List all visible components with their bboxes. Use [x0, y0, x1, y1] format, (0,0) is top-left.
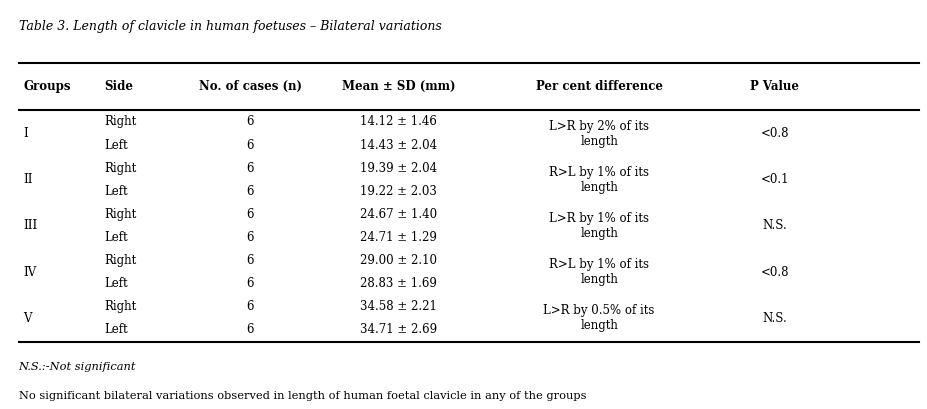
- Text: Right: Right: [104, 254, 136, 267]
- Text: L>R by 0.5% of its
length: L>R by 0.5% of its length: [543, 304, 654, 333]
- Text: <0.1: <0.1: [759, 173, 788, 186]
- Text: 6: 6: [247, 185, 254, 198]
- Text: Right: Right: [104, 115, 136, 128]
- Text: Mean ± SD (mm): Mean ± SD (mm): [342, 81, 455, 93]
- Text: P Value: P Value: [749, 81, 798, 93]
- Text: 34.58 ± 2.21: 34.58 ± 2.21: [360, 300, 437, 313]
- Text: 6: 6: [247, 231, 254, 244]
- Text: L>R by 1% of its
length: L>R by 1% of its length: [549, 212, 649, 240]
- Text: 24.67 ± 1.40: 24.67 ± 1.40: [360, 208, 437, 221]
- Text: R>L by 1% of its
length: R>L by 1% of its length: [549, 166, 649, 194]
- Text: Side: Side: [104, 81, 133, 93]
- Text: 6: 6: [247, 277, 254, 290]
- Text: N.S.: N.S.: [761, 220, 786, 232]
- Text: Groups: Groups: [23, 81, 70, 93]
- Text: No. of cases (n): No. of cases (n): [198, 81, 301, 93]
- Text: Left: Left: [104, 185, 128, 198]
- Text: 6: 6: [247, 208, 254, 221]
- Text: Left: Left: [104, 231, 128, 244]
- Text: V: V: [23, 312, 32, 325]
- Text: II: II: [23, 173, 32, 186]
- Text: 19.39 ± 2.04: 19.39 ± 2.04: [360, 162, 437, 175]
- Text: 28.83 ± 1.69: 28.83 ± 1.69: [360, 277, 437, 290]
- Text: 34.71 ± 2.69: 34.71 ± 2.69: [360, 324, 437, 337]
- Text: 6: 6: [247, 254, 254, 267]
- Text: Left: Left: [104, 139, 128, 152]
- Text: Right: Right: [104, 300, 136, 313]
- Text: 6: 6: [247, 115, 254, 128]
- Text: No significant bilateral variations observed in length of human foetal clavicle : No significant bilateral variations obse…: [19, 391, 586, 400]
- Text: 29.00 ± 2.10: 29.00 ± 2.10: [360, 254, 437, 267]
- Text: N.S.:-Not significant: N.S.:-Not significant: [19, 362, 136, 372]
- Text: 6: 6: [247, 324, 254, 337]
- Text: Per cent difference: Per cent difference: [535, 81, 662, 93]
- Text: 14.43 ± 2.04: 14.43 ± 2.04: [360, 139, 437, 152]
- Text: <0.8: <0.8: [759, 127, 788, 140]
- Text: 14.12 ± 1.46: 14.12 ± 1.46: [360, 115, 437, 128]
- Text: 24.71 ± 1.29: 24.71 ± 1.29: [360, 231, 437, 244]
- Text: 6: 6: [247, 139, 254, 152]
- Text: <0.8: <0.8: [759, 266, 788, 279]
- Text: 6: 6: [247, 162, 254, 175]
- Text: Right: Right: [104, 162, 136, 175]
- Text: Left: Left: [104, 324, 128, 337]
- Text: IV: IV: [23, 266, 36, 279]
- Text: N.S.: N.S.: [761, 312, 786, 325]
- Text: R>L by 1% of its
length: R>L by 1% of its length: [549, 258, 649, 286]
- Text: Left: Left: [104, 277, 128, 290]
- Text: 19.22 ± 2.03: 19.22 ± 2.03: [360, 185, 437, 198]
- Text: L>R by 2% of its
length: L>R by 2% of its length: [549, 119, 649, 148]
- Text: 6: 6: [247, 300, 254, 313]
- Text: I: I: [23, 127, 28, 140]
- Text: III: III: [23, 220, 37, 232]
- Text: Right: Right: [104, 208, 136, 221]
- Text: Table 3. Length of clavicle in human foetuses – Bilateral variations: Table 3. Length of clavicle in human foe…: [19, 20, 441, 34]
